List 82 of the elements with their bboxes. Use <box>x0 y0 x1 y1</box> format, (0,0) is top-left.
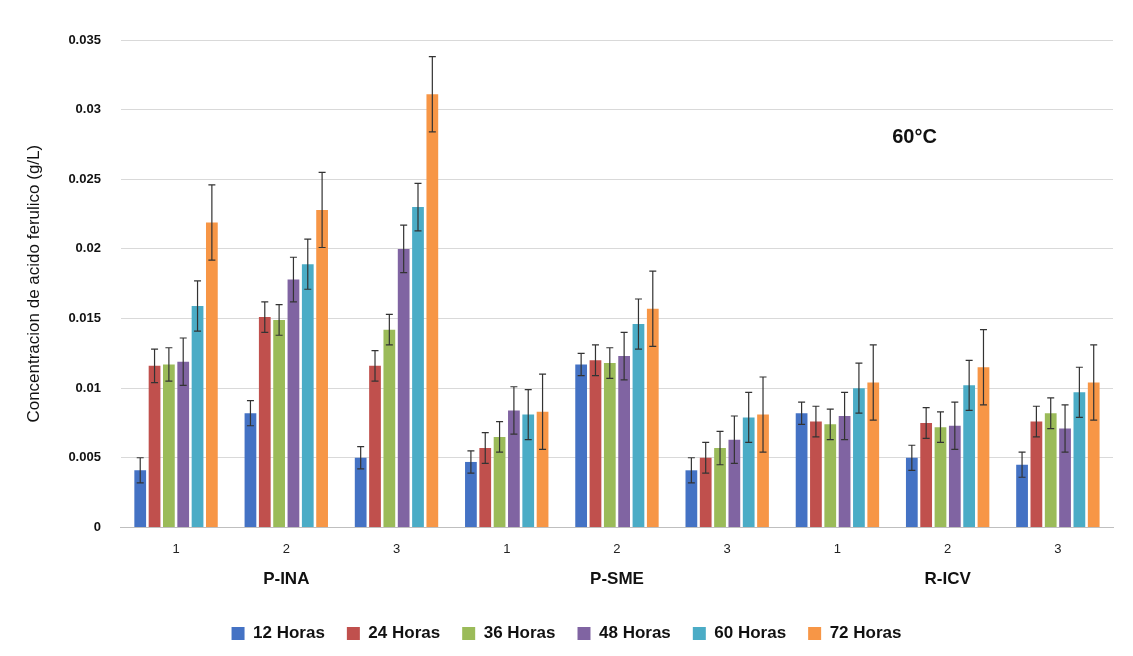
bar <box>493 436 506 527</box>
y-tick-label: 0.03 <box>75 101 101 117</box>
bar <box>934 427 947 527</box>
bar <box>397 248 410 527</box>
bar <box>163 364 175 527</box>
bar <box>575 364 588 527</box>
bar <box>258 317 271 527</box>
bar <box>824 424 837 527</box>
y-tick-label: 0.035 <box>68 31 101 47</box>
bar <box>369 365 381 527</box>
bar <box>742 417 755 527</box>
bar <box>508 410 520 527</box>
bar <box>426 94 439 527</box>
bar <box>206 222 218 527</box>
bar <box>177 361 190 527</box>
x-tick-label: 3 <box>392 540 401 556</box>
bar <box>728 439 741 527</box>
x-tick-label: 3 <box>723 540 731 556</box>
bar <box>1087 382 1100 527</box>
text: P-SME <box>590 569 644 589</box>
x-tick-label: 1 <box>172 540 180 556</box>
bar <box>522 414 535 527</box>
x-tick-label: 3 <box>1054 540 1062 556</box>
y-tick-label: 0 <box>93 518 101 534</box>
bar <box>479 448 492 527</box>
x-tick-label: 1 <box>833 540 842 556</box>
legend-label: 72 Horas <box>829 623 902 643</box>
legend-label: 48 Horas <box>599 623 671 643</box>
bar <box>795 413 808 527</box>
bar <box>134 470 147 527</box>
bar <box>465 461 477 527</box>
y-tick-label: 0.025 <box>68 170 101 186</box>
bar <box>714 448 726 527</box>
bar <box>383 329 396 527</box>
bar <box>632 324 645 527</box>
bar <box>191 305 204 527</box>
bar <box>301 264 314 527</box>
bar <box>905 457 918 527</box>
bar <box>1059 428 1071 527</box>
y-tick-label: 0.02 <box>75 240 101 256</box>
y-tick-label: 0.01 <box>75 379 101 395</box>
bar <box>244 413 257 527</box>
legend-label: 60 Horas <box>714 623 787 643</box>
x-tick-label: 2 <box>282 540 290 556</box>
bar <box>977 367 990 527</box>
text: P-INA <box>263 569 310 589</box>
bar <box>287 279 300 527</box>
y-tick-label: 0.015 <box>68 310 101 326</box>
bar <box>148 365 161 527</box>
bar <box>618 356 631 527</box>
bar <box>1073 392 1086 527</box>
bar <box>920 422 933 527</box>
bar <box>1016 464 1028 527</box>
bar <box>853 388 865 527</box>
y-axis-title: Concentracion de acido ferulico (g/L) <box>23 144 43 423</box>
x-tick-label: 2 <box>613 540 621 556</box>
bar <box>354 457 367 527</box>
bar <box>963 385 976 527</box>
bar <box>867 382 880 527</box>
bar <box>1044 413 1057 527</box>
bar <box>589 360 602 527</box>
x-tick-label: 1 <box>503 540 511 556</box>
legend-label: 24 Horas <box>368 623 441 643</box>
bar <box>838 415 851 527</box>
bar <box>646 308 659 527</box>
x-tick-label: 2 <box>944 540 952 556</box>
bar <box>603 363 616 527</box>
bar <box>316 209 328 527</box>
bar <box>699 457 712 527</box>
legend-label: 36 Horas <box>483 623 556 643</box>
bar <box>273 319 285 527</box>
bar <box>412 207 424 527</box>
bar <box>757 414 769 527</box>
text: R-ICV <box>924 569 972 589</box>
legend-label: 12 Horas <box>253 623 325 643</box>
bar <box>948 425 961 527</box>
y-tick-label: 0.005 <box>68 449 101 465</box>
bar <box>810 421 822 527</box>
bar <box>536 411 549 527</box>
bar <box>1030 421 1043 527</box>
annotation: 60°C <box>892 124 937 147</box>
bar <box>685 470 698 527</box>
